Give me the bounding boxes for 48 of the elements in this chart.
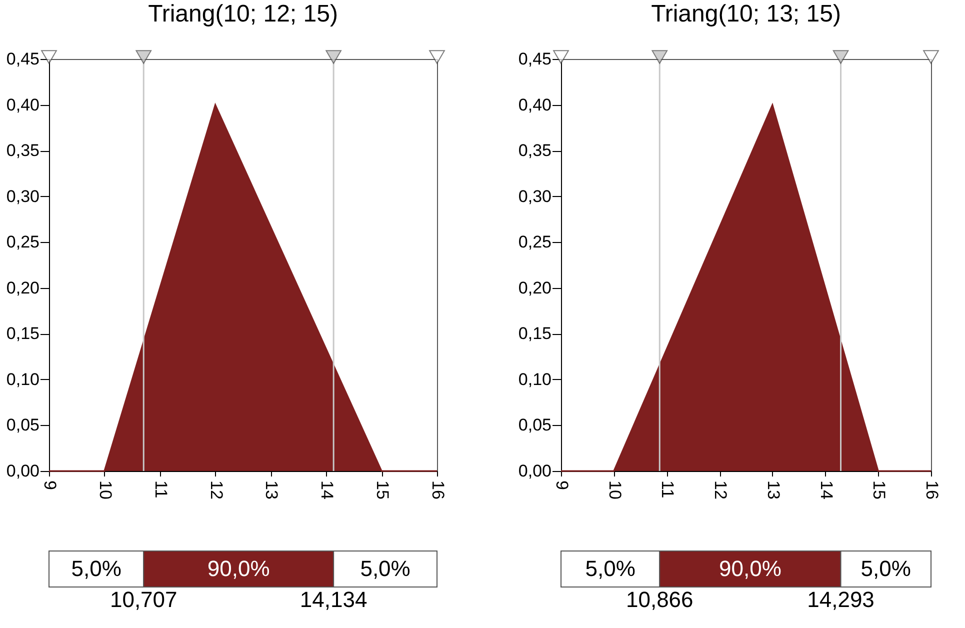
x-tick-label: 12	[711, 480, 730, 500]
text: 5,0%	[360, 556, 410, 581]
y-tick-label: 0,15	[6, 324, 40, 344]
chart-title: Triang(10; 12; 15)	[148, 0, 338, 28]
x-tick-label: 14	[318, 480, 337, 500]
y-tick-label: 0,15	[518, 324, 552, 344]
y-tick-label: 0,35	[518, 141, 552, 160]
x-tick-label: 15	[373, 480, 392, 500]
x-tick-label: 11	[151, 480, 170, 498]
text: 90,0%	[719, 556, 782, 581]
y-tick-label: 0,40	[518, 95, 552, 114]
text: 10,707	[110, 587, 178, 612]
y-tick-label: 0,00	[518, 462, 552, 480]
text: 5,0%	[585, 556, 636, 581]
y-tick-label: 0,00	[6, 462, 40, 480]
text: 90,0%	[207, 556, 270, 581]
y-tick-label: 0,45	[6, 50, 40, 68]
text: 14,293	[807, 587, 874, 612]
x-tick-label: 16	[428, 480, 448, 500]
text: 5,0%	[860, 556, 911, 581]
y-tick-label: 0,10	[6, 370, 40, 389]
y-tick-label: 0,25	[6, 232, 40, 252]
x-tick-label: 11	[658, 480, 678, 498]
text: 10,866	[626, 587, 694, 612]
x-tick-label: 12	[206, 480, 226, 500]
x-tick-label: 9	[552, 480, 572, 490]
x-tick-label: 10	[96, 480, 115, 500]
y-tick-label: 0,20	[6, 278, 40, 298]
x-tick-label: 10	[605, 480, 624, 500]
y-tick-label: 0,40	[6, 95, 40, 114]
y-tick-label: 0,30	[518, 186, 552, 206]
x-tick-label: 15	[870, 480, 889, 500]
y-tick-label: 0,35	[6, 141, 40, 160]
x-tick-label: 16	[922, 480, 942, 500]
x-tick-label: 13	[764, 480, 783, 500]
y-tick-label: 0,20	[518, 278, 552, 298]
y-tick-label: 0,45	[518, 50, 552, 68]
y-tick-label: 0,05	[6, 416, 40, 435]
x-tick-label: 9	[40, 480, 60, 490]
y-tick-label: 0,05	[518, 416, 552, 435]
chart-title: Triang(10; 13; 15)	[651, 0, 841, 28]
y-tick-label: 0,30	[6, 186, 40, 206]
text: 5,0%	[71, 556, 122, 581]
y-tick-label: 0,10	[518, 370, 552, 389]
text: 14,134	[300, 587, 368, 612]
x-tick-label: 14	[816, 480, 836, 500]
x-tick-label: 13	[262, 480, 282, 500]
y-tick-label: 0,25	[518, 232, 552, 252]
